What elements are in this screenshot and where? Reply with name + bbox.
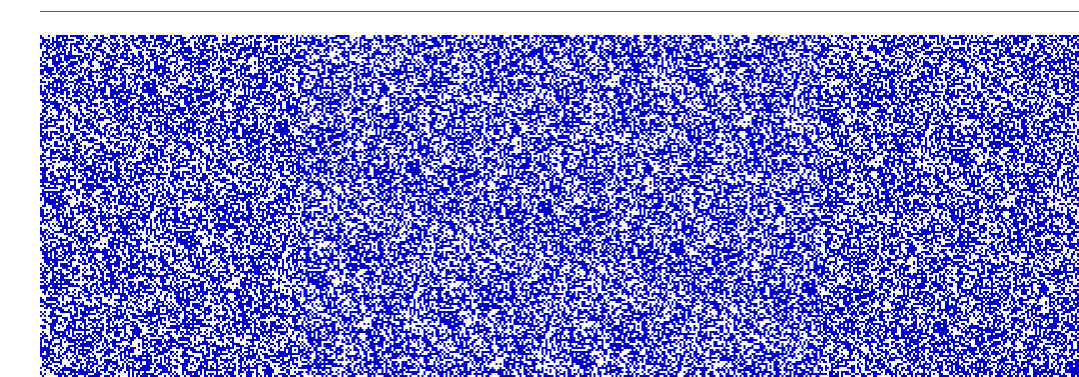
noise-canvas [40, 35, 1079, 377]
noise-image [40, 35, 1079, 377]
horizontal-rule [40, 11, 1079, 12]
